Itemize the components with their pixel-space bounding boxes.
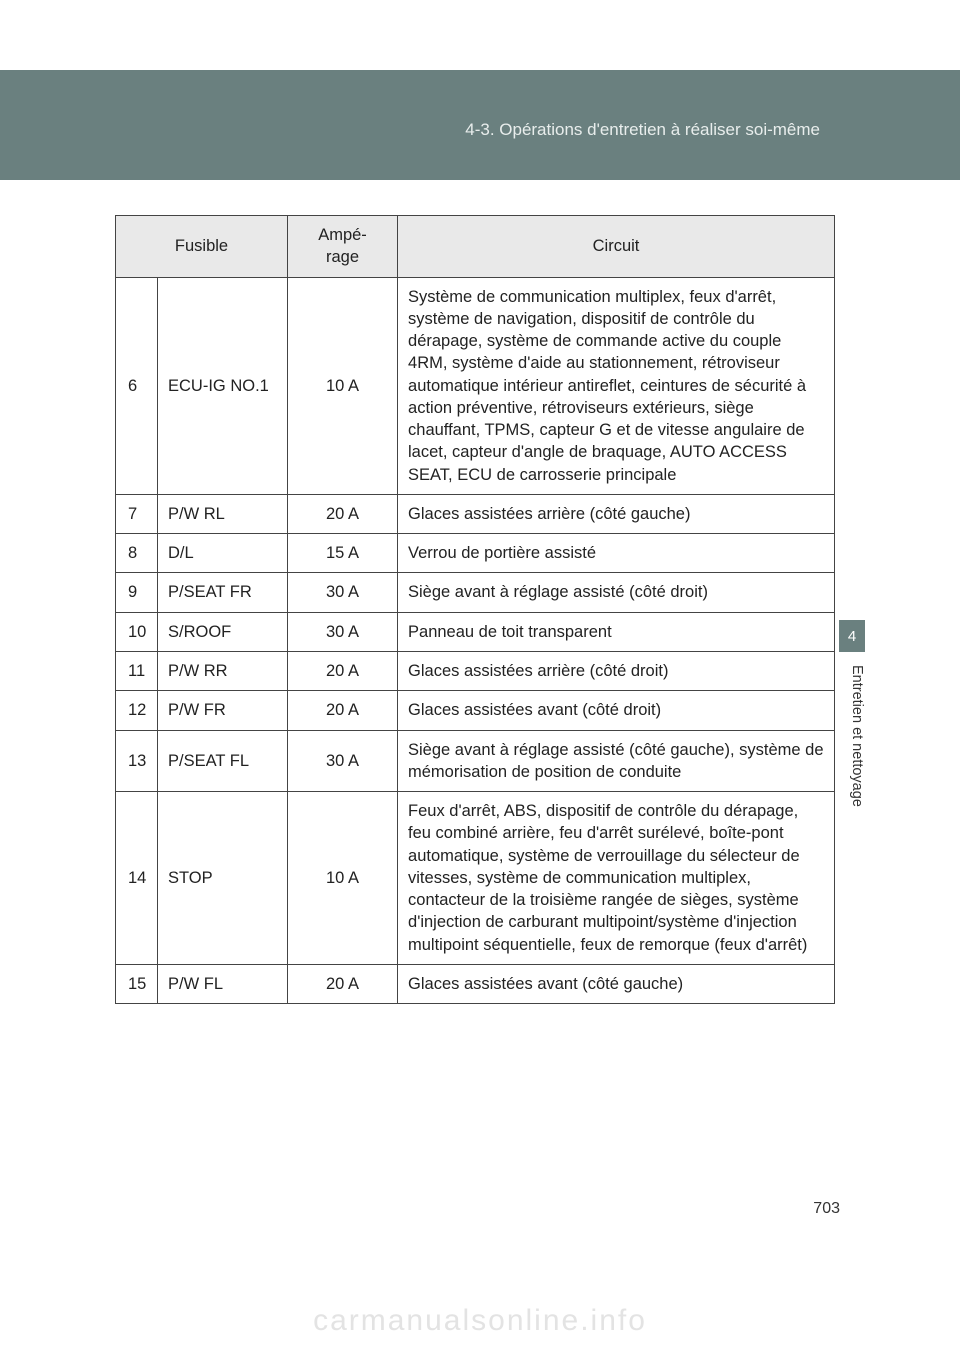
cell-num: 8 bbox=[116, 534, 158, 573]
watermark: carmanualsonline.info bbox=[0, 1304, 960, 1338]
cell-circuit: Panneau de toit transparent bbox=[398, 612, 835, 651]
cell-circuit: Glaces assistées avant (côté droit) bbox=[398, 691, 835, 730]
table-row: 13 P/SEAT FL 30 A Siège avant à réglage … bbox=[116, 730, 835, 792]
table-row: 11 P/W RR 20 A Glaces assistées arrière … bbox=[116, 651, 835, 690]
table-row: 7 P/W RL 20 A Glaces assistées arrière (… bbox=[116, 494, 835, 533]
cell-amp: 20 A bbox=[288, 964, 398, 1003]
cell-num: 13 bbox=[116, 730, 158, 792]
cell-amp: 30 A bbox=[288, 573, 398, 612]
section-breadcrumb: 4-3. Opérations d'entretien à réaliser s… bbox=[465, 120, 820, 140]
cell-fusible: STOP bbox=[158, 792, 288, 965]
cell-amp: 20 A bbox=[288, 494, 398, 533]
cell-circuit: Glaces assistées arrière (côté gauche) bbox=[398, 494, 835, 533]
table-row: 10 S/ROOF 30 A Panneau de toit transpare… bbox=[116, 612, 835, 651]
table-row: 9 P/SEAT FR 30 A Siège avant à réglage a… bbox=[116, 573, 835, 612]
chapter-label: Entretien et nettoyage bbox=[839, 665, 865, 807]
cell-circuit: Glaces assistées avant (côté gauche) bbox=[398, 964, 835, 1003]
cell-fusible: P/W RL bbox=[158, 494, 288, 533]
cell-num: 11 bbox=[116, 651, 158, 690]
cell-circuit: Glaces assistées arrière (côté droit) bbox=[398, 651, 835, 690]
cell-fusible: ECU-IG NO.1 bbox=[158, 277, 288, 494]
cell-num: 7 bbox=[116, 494, 158, 533]
cell-circuit: Système de communication multiplex, feux… bbox=[398, 277, 835, 494]
cell-amp: 20 A bbox=[288, 651, 398, 690]
cell-circuit: Siège avant à réglage assisté (côté gauc… bbox=[398, 730, 835, 792]
cell-amp: 15 A bbox=[288, 534, 398, 573]
cell-amp: 30 A bbox=[288, 730, 398, 792]
cell-fusible: D/L bbox=[158, 534, 288, 573]
cell-fusible: P/SEAT FR bbox=[158, 573, 288, 612]
fuse-table: Fusible Ampé- rage Circuit 6 ECU-IG NO.1… bbox=[115, 215, 835, 1004]
cell-num: 12 bbox=[116, 691, 158, 730]
cell-num: 9 bbox=[116, 573, 158, 612]
cell-num: 15 bbox=[116, 964, 158, 1003]
cell-amp: 30 A bbox=[288, 612, 398, 651]
cell-num: 14 bbox=[116, 792, 158, 965]
table-header-row: Fusible Ampé- rage Circuit bbox=[116, 216, 835, 278]
header-band: 4-3. Opérations d'entretien à réaliser s… bbox=[0, 70, 960, 180]
chapter-tab: 4 bbox=[839, 620, 865, 652]
cell-fusible: P/W RR bbox=[158, 651, 288, 690]
col-header-amperage: Ampé- rage bbox=[288, 216, 398, 278]
table-row: 6 ECU-IG NO.1 10 A Système de communicat… bbox=[116, 277, 835, 494]
cell-fusible: P/W FL bbox=[158, 964, 288, 1003]
table-row: 14 STOP 10 A Feux d'arrêt, ABS, disposit… bbox=[116, 792, 835, 965]
table-body: 6 ECU-IG NO.1 10 A Système de communicat… bbox=[116, 277, 835, 1004]
table-row: 15 P/W FL 20 A Glaces assistées avant (c… bbox=[116, 964, 835, 1003]
cell-circuit: Verrou de portière assisté bbox=[398, 534, 835, 573]
chapter-number: 4 bbox=[848, 628, 856, 645]
cell-fusible: S/ROOF bbox=[158, 612, 288, 651]
cell-num: 6 bbox=[116, 277, 158, 494]
content-area: Fusible Ampé- rage Circuit 6 ECU-IG NO.1… bbox=[115, 215, 835, 1004]
cell-amp: 20 A bbox=[288, 691, 398, 730]
col-header-circuit: Circuit bbox=[398, 216, 835, 278]
col-header-fusible: Fusible bbox=[116, 216, 288, 278]
page-number: 703 bbox=[813, 1200, 840, 1218]
cell-amp: 10 A bbox=[288, 277, 398, 494]
cell-amp: 10 A bbox=[288, 792, 398, 965]
cell-fusible: P/SEAT FL bbox=[158, 730, 288, 792]
cell-num: 10 bbox=[116, 612, 158, 651]
cell-circuit: Siège avant à réglage assisté (côté droi… bbox=[398, 573, 835, 612]
table-row: 8 D/L 15 A Verrou de portière assisté bbox=[116, 534, 835, 573]
table-row: 12 P/W FR 20 A Glaces assistées avant (c… bbox=[116, 691, 835, 730]
cell-circuit: Feux d'arrêt, ABS, dispositif de contrôl… bbox=[398, 792, 835, 965]
cell-fusible: P/W FR bbox=[158, 691, 288, 730]
